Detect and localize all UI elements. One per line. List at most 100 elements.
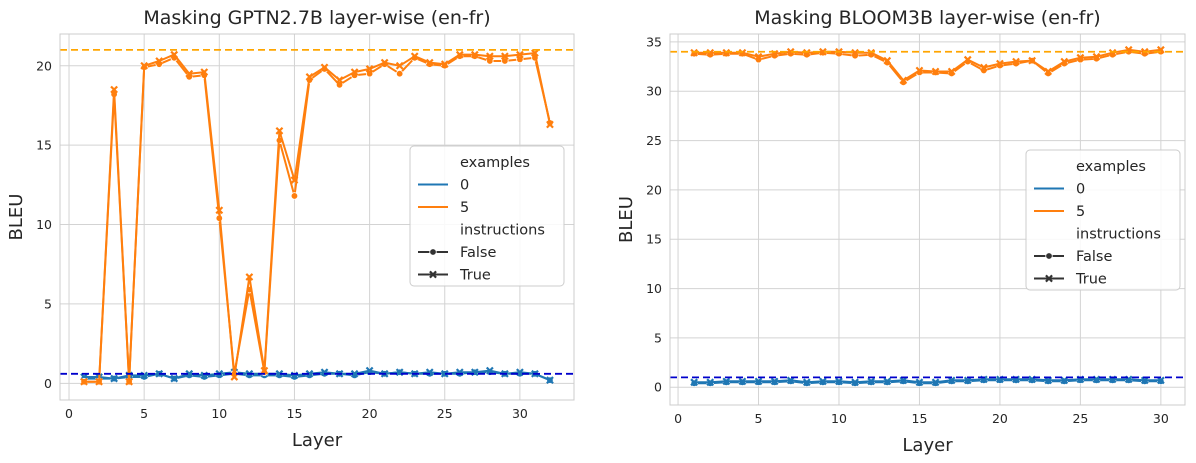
data-point-x <box>851 378 859 387</box>
data-point-x <box>260 366 269 375</box>
data-point-x <box>245 273 254 281</box>
data-point-x <box>170 374 179 383</box>
x-tick-label: 15 <box>287 406 303 421</box>
y-tick-label: 10 <box>36 217 52 232</box>
data-point-x <box>931 67 940 76</box>
data-point-x <box>275 369 284 378</box>
data-point-x <box>867 48 876 57</box>
x-tick-label: 30 <box>512 406 528 421</box>
legend-x-marker <box>429 270 437 279</box>
data-point-x <box>516 50 524 59</box>
x-tick-label: 20 <box>362 406 378 421</box>
legend-header: instructions <box>460 223 545 239</box>
plot-area: 0 5 10 15 20 25 30 0 5 10 15 20 25 30 35 examples 0 5 inst… <box>646 33 1186 426</box>
chart-title: Masking BLOOM3B layer-wise (en-fr) <box>754 7 1100 29</box>
data-point-x <box>996 59 1004 68</box>
data-point-x <box>706 378 715 387</box>
x-tick-label: 10 <box>831 411 847 426</box>
data-point-x <box>1076 53 1085 62</box>
legend-x-marker <box>1045 274 1053 283</box>
legend-label: 5 <box>1076 204 1085 220</box>
data-point-x <box>947 67 956 76</box>
data-point-x <box>899 76 908 85</box>
data-point-x <box>215 206 224 215</box>
data-point-x <box>1108 48 1117 57</box>
y-tick-label: 10 <box>646 281 662 296</box>
data-point-x <box>802 48 811 57</box>
data-point-x <box>455 50 464 59</box>
series-line <box>694 48 1162 82</box>
data-point-x <box>546 376 554 385</box>
y-tick-label: 15 <box>646 232 662 247</box>
y-tick-label: 0 <box>44 376 52 391</box>
legend-header: instructions <box>1076 227 1161 243</box>
y-tick-label: 20 <box>646 182 662 197</box>
legend: examples 0 5 instructions False True <box>1025 149 1181 291</box>
y-tick-label: 30 <box>646 84 662 99</box>
data-point-x <box>185 69 194 78</box>
data-point-x <box>931 378 940 387</box>
data-point-circle <box>395 69 404 78</box>
data-point-x <box>320 63 329 72</box>
y-tick-label: 5 <box>44 296 52 311</box>
data-point-x <box>290 176 299 184</box>
data-point-x <box>786 47 795 56</box>
legend-label: False <box>1076 249 1112 265</box>
data-point-x <box>95 377 103 386</box>
data-point-x <box>770 377 779 386</box>
y-tick-label: 0 <box>654 380 662 395</box>
data-point-x <box>1044 67 1053 76</box>
plot-frame <box>59 33 575 401</box>
data-point-x <box>883 377 892 386</box>
data-point-x <box>819 377 827 386</box>
legend-label: 0 <box>460 178 469 194</box>
x-tick-label: 25 <box>1072 411 1088 426</box>
plot-area: 0 5 10 15 20 25 30 0 5 10 15 20 examples 0 5 instructio… <box>36 33 575 421</box>
x-axis-label: Layer <box>292 430 343 451</box>
data-point-x <box>350 68 359 76</box>
chart-title: Masking GPTN2.7B layer-wise (en-fr) <box>143 7 490 29</box>
x-tick-label: 15 <box>912 411 928 426</box>
data-point-x <box>110 85 118 94</box>
data-point-x <box>440 60 449 69</box>
data-point-x <box>690 48 699 57</box>
legend-box <box>409 145 565 287</box>
data-point-x <box>365 65 374 73</box>
data-point-x <box>690 378 699 387</box>
legend-label: False <box>460 245 496 261</box>
data-point-x <box>425 58 434 67</box>
data-point-x <box>1092 52 1101 61</box>
data-point-x <box>546 120 554 129</box>
data-point-x <box>485 366 494 375</box>
data-point-x <box>738 48 747 57</box>
legend-circle-marker <box>1045 252 1053 260</box>
x-tick-label: 5 <box>140 406 148 421</box>
data-point-x <box>531 49 539 57</box>
data-point-x <box>1028 56 1036 65</box>
data-point-x <box>110 374 118 383</box>
data-point-x <box>410 52 419 61</box>
data-point-x <box>915 66 924 75</box>
data-point-x <box>140 61 149 70</box>
data-point-x <box>819 47 827 56</box>
data-point-x <box>380 58 389 67</box>
legend-circle-marker <box>429 248 437 256</box>
data-point-x <box>754 52 763 61</box>
data-point-x <box>1012 57 1020 66</box>
data-point-x <box>722 377 731 386</box>
data-point-x <box>835 377 843 386</box>
y-axis-label: BLEU <box>616 196 637 243</box>
data-point-circle <box>290 192 299 200</box>
legend-label: True <box>459 268 491 284</box>
data-point-x <box>867 377 876 386</box>
y-tick-label: 15 <box>36 138 52 153</box>
chart-gptn: 0 5 10 15 20 25 30 0 5 10 15 20 examples 0 5 instructio… <box>6 7 575 451</box>
data-point-x <box>754 377 763 386</box>
data-point-x <box>851 48 859 57</box>
data-point-x <box>500 52 509 61</box>
x-tick-label: 0 <box>65 406 73 421</box>
legend-label: 5 <box>460 200 469 216</box>
data-point-x <box>963 55 972 64</box>
legend: examples 0 5 instructions False True <box>409 145 565 287</box>
data-point-x <box>1060 57 1069 66</box>
